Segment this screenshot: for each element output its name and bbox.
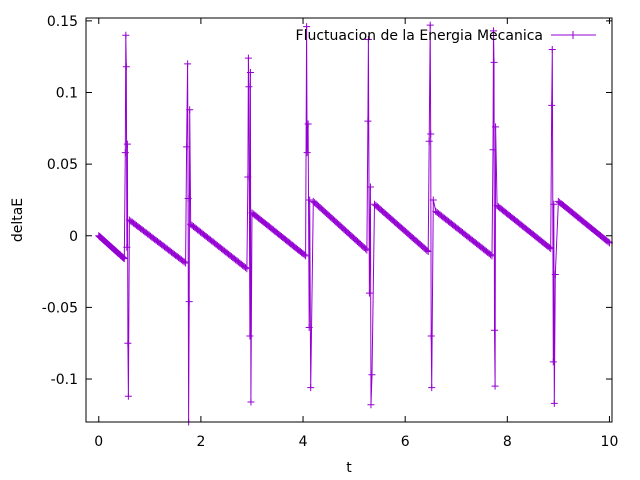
data-point	[246, 68, 254, 76]
data-point	[119, 254, 127, 262]
data-point	[123, 140, 131, 148]
data-point	[305, 323, 313, 331]
data-point	[492, 123, 500, 131]
data-point	[120, 254, 128, 262]
data-point	[428, 384, 436, 392]
plot-frame	[85, 17, 613, 423]
data-point	[489, 146, 497, 154]
data-point	[303, 23, 311, 31]
x-tick-label: 0	[94, 434, 103, 450]
data-point	[303, 149, 311, 157]
data-point	[490, 27, 498, 35]
axes: 0 2 4 6 8 10 -0.1 -0.05 0 0.05 0.1 0.15	[42, 14, 619, 450]
data-point	[491, 382, 499, 390]
data-point	[124, 392, 132, 400]
data-point	[300, 251, 308, 259]
legend-marker-sample	[569, 31, 577, 39]
y-tick-label: 0	[69, 229, 78, 245]
x-tick-label: 6	[401, 434, 410, 450]
plot-area	[95, 21, 613, 426]
data-point	[491, 326, 499, 334]
data-point	[424, 248, 432, 256]
data-point	[121, 149, 129, 157]
data-point	[545, 244, 553, 252]
data-point	[246, 332, 254, 340]
y-tick-label: -0.1	[51, 372, 78, 388]
data-point	[186, 106, 194, 114]
data-point	[362, 245, 370, 253]
data-point	[427, 130, 435, 138]
data-point	[180, 258, 188, 266]
data-point	[547, 245, 555, 253]
data-point	[122, 31, 130, 39]
data-point	[550, 399, 558, 407]
data-point	[243, 265, 251, 273]
data-point	[550, 200, 558, 208]
x-tick-label: 8	[503, 434, 512, 450]
data-point	[185, 298, 193, 306]
data-point	[363, 246, 371, 254]
data-point	[490, 58, 498, 66]
data-point	[122, 63, 130, 71]
data-point	[123, 243, 131, 251]
legend: Fluctuacion de la Energia Mecanica	[296, 28, 596, 44]
data-point	[548, 46, 556, 54]
data-point	[124, 339, 132, 347]
data-point	[183, 143, 191, 151]
x-tick-label: 2	[196, 434, 205, 450]
data-point	[244, 173, 252, 181]
data-point	[182, 259, 190, 267]
data-point	[364, 35, 372, 43]
data-point	[241, 264, 249, 272]
y-tick-label: -0.05	[42, 300, 78, 316]
data-point	[365, 289, 373, 297]
data-point	[366, 183, 374, 191]
data-point	[184, 195, 192, 203]
data-point	[488, 252, 496, 260]
data-point	[307, 384, 315, 392]
y-tick-label: 0.15	[47, 14, 78, 30]
x-axis-label: t	[346, 460, 352, 476]
data-point	[427, 332, 435, 340]
data-point	[423, 246, 431, 254]
data-point	[244, 54, 252, 62]
series-line	[98, 25, 610, 423]
data-point	[368, 371, 376, 379]
y-tick-label: 0.1	[56, 85, 78, 101]
y-tick-label: 0.05	[47, 157, 78, 173]
x-tick-label: 4	[299, 434, 308, 450]
data-point	[549, 358, 557, 366]
data-point	[548, 101, 556, 109]
data-point	[604, 238, 612, 246]
data-point	[426, 21, 434, 29]
y-axis-label: deltaE	[10, 198, 26, 242]
data-point	[367, 401, 375, 409]
data-point	[429, 196, 437, 204]
x-tick-label: 10	[601, 434, 619, 450]
data-point	[304, 120, 312, 128]
data-point	[306, 196, 314, 204]
data-point	[245, 83, 253, 91]
data-point	[487, 251, 495, 259]
data-point	[551, 270, 559, 278]
data-point	[120, 255, 128, 263]
data-point	[425, 137, 433, 145]
data-point	[364, 117, 372, 125]
data-point	[184, 60, 192, 68]
legend-entry-label: Fluctuacion de la Energia Mecanica	[296, 28, 543, 44]
data-point	[247, 398, 255, 406]
data-point	[302, 252, 310, 260]
